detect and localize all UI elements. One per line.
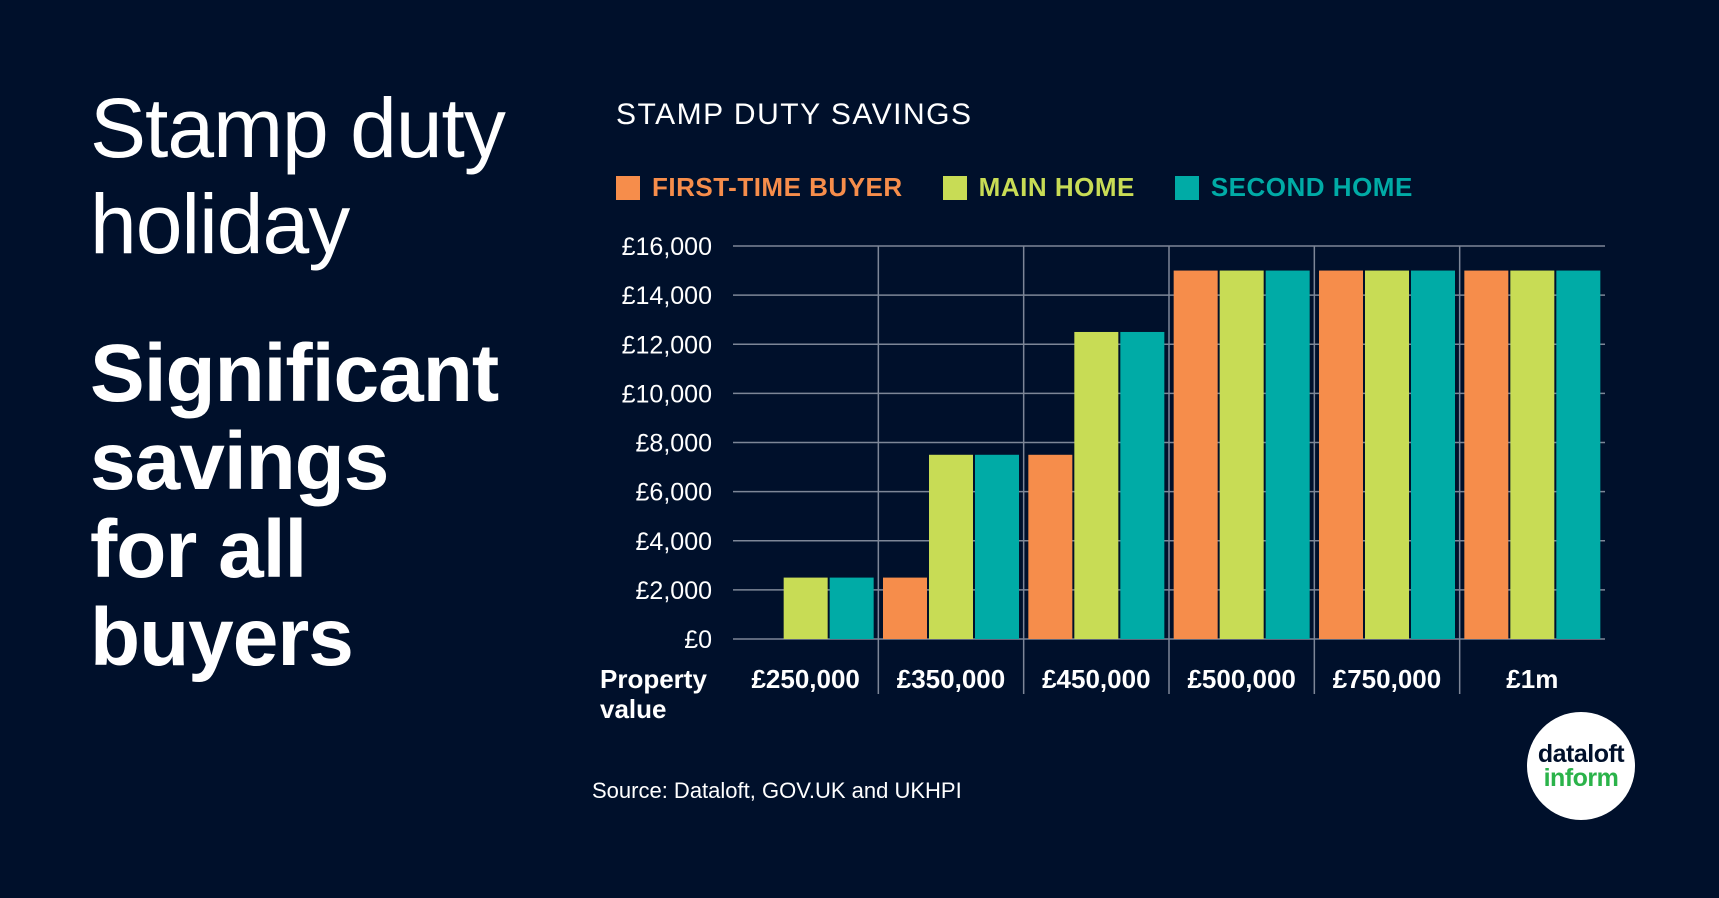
bar-second-home — [1265, 270, 1310, 639]
legend-item-second-home: SECOND HOME — [1174, 172, 1413, 203]
logo-text-top: dataloft — [1537, 740, 1625, 768]
y-tick-label: £2,000 — [636, 577, 712, 605]
x-tick-label: £500,000 — [1187, 664, 1295, 694]
legend-swatch-first-time-buyer — [616, 175, 640, 200]
x-axis-label: Property — [600, 664, 707, 694]
x-axis-label: value — [600, 694, 667, 724]
bar-second-home — [1120, 331, 1165, 639]
legend-swatch-main-home — [942, 175, 967, 200]
legend-item-main-home: MAIN HOME — [942, 172, 1135, 203]
y-tick-label: £10,000 — [622, 380, 712, 408]
bar-main-home — [929, 454, 973, 639]
bar-second-home — [1411, 270, 1455, 639]
bar-first-time-buyer — [1173, 270, 1218, 639]
y-tick-label: £14,000 — [622, 282, 712, 310]
y-tick-label: £4,000 — [636, 528, 712, 556]
x-tick-label: £250,000 — [751, 664, 859, 694]
bar-first-time-buyer — [1464, 270, 1509, 639]
y-tick-label: £0 — [684, 626, 712, 654]
bar-second-home — [975, 454, 1019, 639]
chart-legend: FIRST-TIME BUYER MAIN HOME SECOND HOME — [616, 172, 1453, 203]
source-note: Source: Dataloft, GOV.UK and UKHPI — [592, 778, 962, 803]
headline: Stamp duty holiday — [90, 81, 506, 271]
legend-label-first-time-buyer: FIRST-TIME BUYER — [652, 172, 903, 202]
logo-text-bottom: inform — [1543, 764, 1619, 792]
bar-second-home — [1556, 270, 1601, 639]
bar-first-time-buyer — [883, 577, 927, 639]
bar-main-home — [783, 577, 828, 639]
y-tick-label: £12,000 — [622, 331, 712, 359]
legend-item-first-time-buyer: FIRST-TIME BUYER — [616, 172, 903, 203]
x-tick-label: £350,000 — [897, 664, 1005, 694]
y-tick-label: £16,000 — [622, 233, 712, 261]
legend-label-second-home: SECOND HOME — [1210, 172, 1413, 202]
bar-first-time-buyer — [1028, 454, 1073, 639]
chart-title: STAMP DUTY SAVINGS — [616, 98, 973, 131]
legend-swatch-second-home — [1174, 175, 1199, 200]
bar-main-home — [1219, 270, 1264, 639]
subheadline: Significant savings for all buyers — [90, 328, 499, 683]
x-tick-label: £450,000 — [1042, 664, 1150, 694]
bar-first-time-buyer — [1319, 270, 1363, 639]
dataloft-inform-logo: dataloft inform — [1527, 712, 1635, 820]
bar-main-home — [1074, 331, 1119, 639]
x-tick-label: £1m — [1506, 664, 1558, 694]
bar-main-home — [1365, 270, 1409, 639]
bar-second-home — [829, 577, 874, 639]
y-tick-label: £8,000 — [636, 430, 712, 458]
x-tick-label: £750,000 — [1333, 664, 1441, 694]
bar-main-home — [1510, 270, 1555, 639]
y-tick-label: £6,000 — [636, 479, 712, 507]
legend-label-main-home: MAIN HOME — [978, 172, 1135, 202]
